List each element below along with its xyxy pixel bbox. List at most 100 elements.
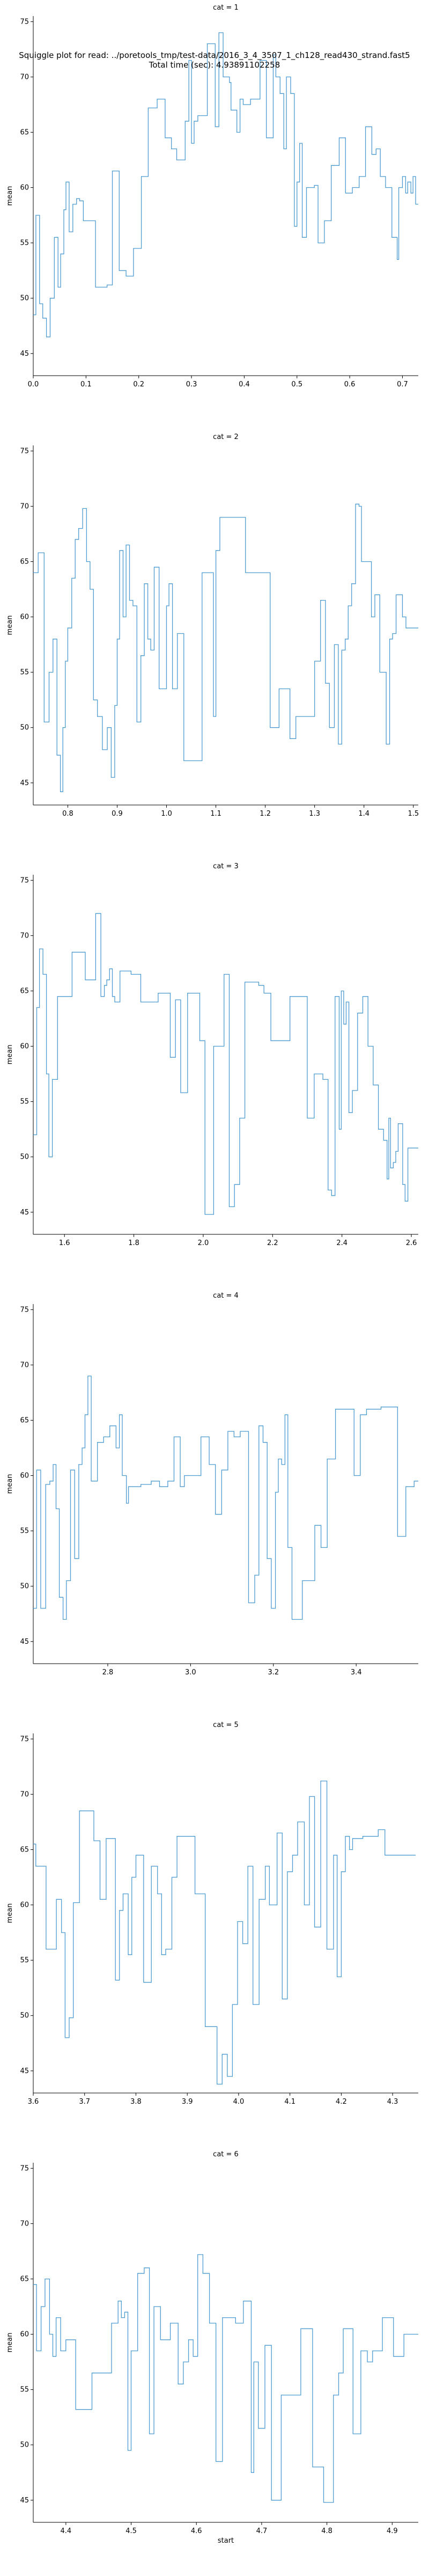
squiggle-line-series-1 <box>33 2254 418 2503</box>
x-tick-label: 3.2 <box>268 1668 279 1677</box>
x-tick-label: 4.0 <box>233 2098 245 2106</box>
y-tick-label: 70 <box>20 1361 29 1369</box>
y-tick-label: 70 <box>20 2220 29 2228</box>
squiggle-line-series-1 <box>33 1375 418 1620</box>
x-tick-label: 1.1 <box>210 810 221 818</box>
y-tick-label: 50 <box>20 1153 29 1161</box>
y-tick-label: 75 <box>20 1306 29 1314</box>
y-tick-label: 45 <box>20 350 29 358</box>
x-tick-label: 0.6 <box>344 380 356 389</box>
y-tick-label: 70 <box>20 932 29 940</box>
x-tick-label: 4.6 <box>191 2527 202 2535</box>
x-tick-label: 3.7 <box>79 2098 90 2106</box>
panel-5: cat = 5 45 50 55 60 65 70 75 3.6 3.7 3.8 3.9 4.0 4.1 4… <box>6 1721 418 2106</box>
figure-title-line2: Total time (sec): 4.93891102258 <box>149 60 280 70</box>
squiggle-line-series-1 <box>33 32 418 338</box>
x-tick-label: 2.0 <box>198 1239 209 1247</box>
y-tick-label: 50 <box>20 1583 29 1591</box>
x-tick-label: 3.9 <box>182 2098 193 2106</box>
y-tick-label: 70 <box>20 73 29 81</box>
x-tick-label: 1.4 <box>358 810 369 818</box>
y-tick-label: 45 <box>20 2067 29 2075</box>
y-tick-label: 75 <box>20 1735 29 1743</box>
y-tick-label: 75 <box>20 2164 29 2172</box>
panel-2: cat = 2 45 50 55 60 65 70 75 0.8 0.9 1.0 1.1 1.2 1.3 1… <box>6 433 419 818</box>
x-tick-label: 4.4 <box>61 2527 72 2535</box>
y-tick-label: 65 <box>20 2275 29 2283</box>
y-tick-label: 60 <box>20 2331 29 2339</box>
y-tick-label: 50 <box>20 295 29 303</box>
x-tick-label: 4.3 <box>387 2098 398 2106</box>
squiggle-line-series-1 <box>33 503 418 792</box>
x-tick-label: 4.5 <box>125 2527 137 2535</box>
y-axis-label: mean <box>6 1045 14 1065</box>
y-tick-label: 65 <box>20 128 29 136</box>
panel-title: cat = 5 <box>213 1721 239 1729</box>
x-tick-label: 1.2 <box>260 810 271 818</box>
y-tick-label: 75 <box>20 18 29 26</box>
y-tick-label: 70 <box>20 502 29 510</box>
y-tick-label: 55 <box>20 1527 29 1535</box>
x-tick-label: 2.6 <box>406 1239 417 1247</box>
x-tick-label: 0.0 <box>28 380 39 389</box>
squiggle-line-series-1 <box>33 1780 416 2085</box>
panel-6: cat = 6 45 50 55 60 65 70 75 4.4 4.5 4.6 4.7 4.8 4.9 m… <box>6 2150 418 2545</box>
x-tick-label: 4.2 <box>336 2098 347 2106</box>
x-tick-label: 1.3 <box>309 810 320 818</box>
x-axis-label: start <box>218 2537 234 2545</box>
y-tick-label: 50 <box>20 2012 29 2020</box>
x-tick-label: 4.7 <box>256 2527 268 2535</box>
x-tick-label: 0.9 <box>112 810 123 818</box>
x-tick-label: 3.6 <box>28 2098 39 2106</box>
y-tick-label: 65 <box>20 987 29 995</box>
y-tick-label: 45 <box>20 2497 29 2505</box>
y-axis-label: mean <box>6 1474 14 1494</box>
y-tick-label: 55 <box>20 1957 29 1965</box>
y-tick-label: 60 <box>20 1043 29 1051</box>
y-tick-label: 55 <box>20 669 29 677</box>
y-tick-label: 55 <box>20 2386 29 2394</box>
x-tick-label: 0.2 <box>133 380 144 389</box>
panel-title: cat = 3 <box>213 862 239 870</box>
x-tick-label: 1.8 <box>128 1239 139 1247</box>
panel-1: cat = 1 45 50 55 60 65 70 75 0.0 0.1 0.2 0.3 0.4 0.5 0… <box>6 4 418 389</box>
y-axis-label: mean <box>6 2333 14 2353</box>
squiggle-line-series-1 <box>33 913 418 1215</box>
x-tick-label: 0.4 <box>239 380 250 389</box>
x-tick-label: 3.0 <box>185 1668 196 1677</box>
x-tick-label: 0.7 <box>397 380 408 389</box>
x-tick-label: 2.4 <box>336 1239 347 1247</box>
x-tick-label: 1.5 <box>408 810 419 818</box>
y-tick-label: 60 <box>20 184 29 192</box>
x-tick-label: 0.3 <box>186 380 197 389</box>
y-tick-label: 50 <box>20 2441 29 2449</box>
y-tick-label: 60 <box>20 1901 29 1909</box>
x-tick-label: 4.1 <box>284 2098 295 2106</box>
panel-title: cat = 2 <box>213 433 239 441</box>
y-tick-label: 50 <box>20 724 29 732</box>
panel-4: cat = 4 45 50 55 60 65 70 75 2.8 3.0 3.2 3.4 mean <box>6 1292 418 1677</box>
panel-3: cat = 3 45 50 55 60 65 70 75 1.6 1.8 2.0 2.2 2.4 2.6 m… <box>6 862 418 1247</box>
y-tick-label: 70 <box>20 1790 29 1798</box>
x-tick-label: 1.0 <box>161 810 172 818</box>
y-axis-label: mean <box>6 186 14 206</box>
x-tick-label: 3.4 <box>351 1668 362 1677</box>
y-tick-label: 65 <box>20 558 29 566</box>
y-tick-label: 65 <box>20 1846 29 1854</box>
x-tick-label: 4.9 <box>387 2527 398 2535</box>
figure-title-line1: Squiggle plot for read: ../poretools_tmp… <box>19 50 410 61</box>
panel-title: cat = 6 <box>213 2150 239 2158</box>
x-tick-label: 0.1 <box>80 380 92 389</box>
y-tick-label: 75 <box>20 876 29 884</box>
x-tick-label: 4.8 <box>321 2527 332 2535</box>
y-tick-label: 45 <box>20 779 29 787</box>
x-tick-label: 0.5 <box>291 380 302 389</box>
x-tick-label: 2.2 <box>267 1239 278 1247</box>
y-tick-label: 45 <box>20 1209 29 1217</box>
x-tick-label: 3.8 <box>130 2098 142 2106</box>
y-tick-label: 75 <box>20 447 29 455</box>
x-tick-label: 0.8 <box>62 810 73 818</box>
y-axis-label: mean <box>6 1904 14 1923</box>
y-tick-label: 55 <box>20 1098 29 1106</box>
